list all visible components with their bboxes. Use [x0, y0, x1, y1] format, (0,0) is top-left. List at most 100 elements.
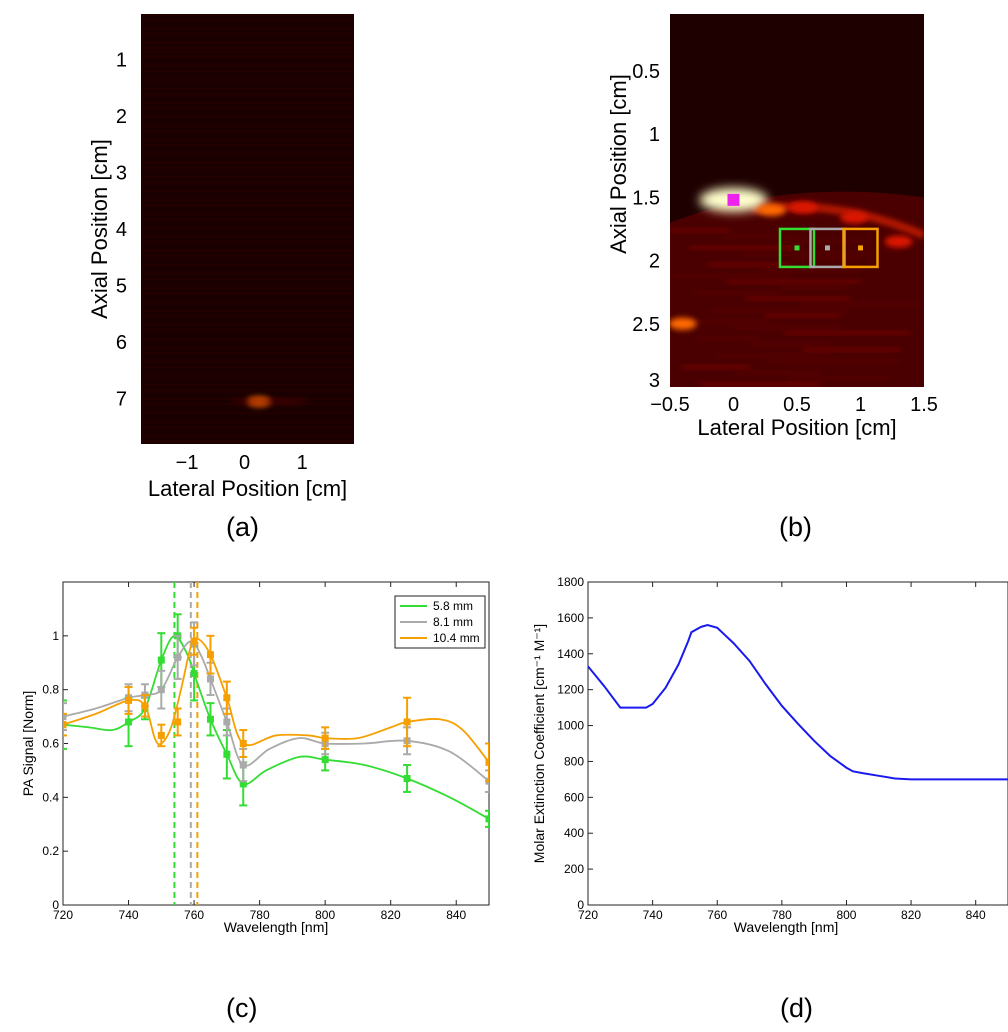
heatmap-a-ytick-label: 3 — [116, 162, 127, 184]
heatmap-a-noise — [141, 426, 354, 428]
chart-c-point — [223, 694, 231, 702]
heatmap-b-streak — [701, 382, 820, 386]
chart-c-xtick-label: 740 — [119, 908, 139, 922]
panel-label-b: (b) — [779, 512, 812, 542]
heatmap-b-hotspot — [789, 201, 818, 214]
heatmap-b-streak — [742, 251, 870, 255]
chart-d-ytick-label: 1400 — [557, 647, 584, 661]
heatmap-a-noise — [141, 14, 354, 16]
heatmap-a-noise — [141, 125, 354, 127]
heatmap-a-noise — [141, 130, 354, 132]
heatmap-a-noise — [141, 412, 354, 414]
heatmap-b-hotspot — [884, 235, 913, 248]
heatmap-b-streak — [788, 376, 890, 380]
heatmap-b-streak — [761, 268, 860, 272]
heatmap-b-streak — [697, 337, 760, 341]
heatmap-b-roi-center — [824, 245, 830, 251]
chart-c-ytick-label: 0.4 — [42, 790, 59, 804]
chart-c-xtick-label: 800 — [315, 908, 335, 922]
heatmap-b-hotspot — [670, 317, 697, 330]
heatmap-a-noise — [141, 190, 354, 192]
chart-c-point — [157, 686, 165, 694]
heatmap-a-noise — [141, 347, 354, 349]
heatmap-b-roi-center — [858, 245, 863, 251]
chart-c-legend-label: 5.8 mm — [433, 599, 473, 613]
chart-c-point — [206, 651, 214, 659]
chart-d-ytick-label: 400 — [564, 826, 584, 840]
heatmap-b-streak — [712, 308, 850, 312]
chart-c-xlabel: Wavelength [nm] — [224, 919, 329, 935]
heatmap-b-streak — [727, 280, 860, 284]
chart-c-point — [403, 774, 411, 782]
heatmap-a-noise — [141, 292, 354, 294]
chart-d-plot-frame — [587, 581, 1008, 906]
heatmap-b-streak — [689, 246, 800, 250]
heatmap-a-noise — [141, 361, 354, 363]
heatmap-a-noise — [141, 162, 354, 164]
chart-d-ytick-label: 0 — [577, 898, 584, 912]
heatmap-a-xtick-label: −1 — [176, 452, 199, 474]
chart-d-ytick-label: 1800 — [557, 575, 584, 589]
heatmap-a-noise — [141, 315, 354, 317]
heatmap-b-streak — [769, 359, 900, 363]
heatmap-b-ytick-label: 0.5 — [632, 61, 660, 83]
chart-c-point — [157, 731, 165, 739]
chart-c-xtick-label: 720 — [53, 908, 73, 922]
heatmap-a-noise — [141, 107, 354, 109]
chart-c-point — [125, 718, 133, 726]
heatmap-a-noise — [141, 236, 354, 238]
chart-c-xtick-label: 780 — [250, 908, 270, 922]
heatmap-a-noise — [141, 273, 354, 275]
chart-d-xtick-label: 780 — [772, 908, 792, 922]
chart-c-point — [223, 718, 231, 726]
heatmap-a-ytick-label: 5 — [116, 276, 127, 298]
heatmap-b — [670, 14, 924, 387]
chart-c-point — [485, 758, 489, 766]
chart-c-ytick-label: 0.8 — [42, 683, 59, 697]
chart-c-point — [223, 750, 231, 758]
heatmap-a-ytick-label: 4 — [116, 219, 127, 241]
heatmap-a-noise — [141, 375, 354, 377]
heatmap-a-noise — [141, 213, 354, 215]
heatmap-b-streak — [803, 348, 900, 352]
heatmap-b-streak — [670, 228, 730, 232]
chart-c-point — [321, 734, 329, 742]
heatmap-a-noise — [141, 352, 354, 354]
chart-c-point — [63, 713, 67, 721]
chart-c-point — [239, 761, 247, 769]
heatmap-a-noise — [141, 250, 354, 252]
heatmap-b-xtick-label: −0.5 — [650, 394, 689, 416]
heatmap-a-noise — [141, 93, 354, 95]
heatmap-a-noise — [141, 176, 354, 178]
heatmap-b-streak — [784, 331, 910, 335]
chart-c-ytick-label: 0 — [52, 898, 59, 912]
heatmap-a-noise — [141, 116, 354, 118]
chart-c-point — [157, 656, 165, 664]
chart-d-xtick-label: 800 — [836, 908, 856, 922]
chart-d-data — [588, 624, 1008, 781]
heatmap-a-xlabel: Lateral Position [cm] — [148, 476, 347, 501]
heatmap-b-streak — [750, 342, 830, 346]
chart-c-point — [125, 696, 133, 704]
chart-d-ytick-label: 1000 — [557, 719, 584, 733]
heatmap-a-xtick-label: 0 — [239, 452, 250, 474]
chart-c-xtick-label: 840 — [446, 908, 466, 922]
heatmap-b-ytick-label: 2 — [649, 251, 660, 273]
heatmap-b-streak — [716, 354, 830, 358]
heatmap-a-noise — [141, 139, 354, 141]
panel-label-a: (a) — [226, 512, 259, 542]
heatmap-b-streak — [795, 257, 860, 261]
heatmap-a-noise — [141, 33, 354, 35]
chart-c-point — [190, 637, 198, 645]
chart-c-point — [190, 670, 198, 678]
heatmap-b-xtick-label: 0 — [728, 394, 739, 416]
heatmap-a-noise — [141, 338, 354, 340]
chart-d-series-line — [588, 624, 1008, 781]
chart-d-ytick-label: 800 — [564, 754, 584, 768]
heatmap-a-noise — [141, 264, 354, 266]
chart-c-point — [239, 780, 247, 788]
heatmap-b-streak — [674, 274, 790, 278]
heatmap-a-noise — [141, 384, 354, 386]
chart-c-point — [239, 740, 247, 747]
